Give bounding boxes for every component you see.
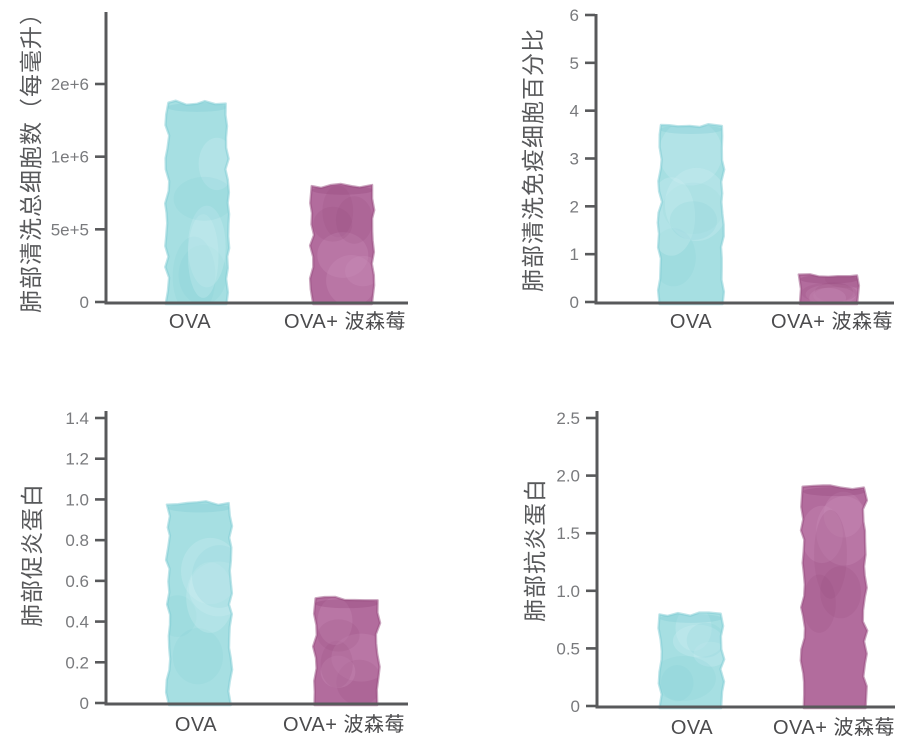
bar-ova-watercolor-texture [658,612,725,702]
y-tick-label: 1 [570,245,579,264]
y-tick-label: 0.5 [556,639,580,658]
bar-ova [165,100,230,304]
bar-ova-boysenberry-watercolor-texture [800,487,868,633]
y-tick-label: 0 [570,293,579,312]
y-tick-label: 0 [80,293,89,312]
y-tick-label: 0.2 [65,653,89,672]
bar-ova-boysenberry [310,184,375,304]
y-tick-label: 0 [571,697,580,716]
y-tick-label: 6 [570,6,579,25]
x-category-label: OVA [670,311,712,333]
x-category-label: OVA+ 波森莓 [771,310,893,333]
y-tick-label: 0.4 [65,613,89,632]
x-category-label: OVA+ 波森莓 [283,713,405,736]
y-tick-label: 0 [80,694,89,713]
y-tick-label: 4 [570,102,579,121]
x-category-label: OVA+ 波森莓 [773,716,895,739]
x-category-label: OVA [671,717,713,739]
y-tick-label: 1.0 [556,582,580,601]
y-tick-label: 1.5 [556,524,580,543]
y-tick-label: 0.8 [65,531,89,550]
chart-cell-proinflammatory-protein: 肺部促炎蛋白 0 0.2 0.4 0.6 0.8 1.0 1.2 1.4 OVA OVA+ 波森莓 [0,370,450,740]
bar-chart-antiinflammatory-protein: 0 0.5 1.0 1.5 2.0 2.5 OVA OVA+ 波森莓 [556,409,895,739]
bar-chart-proinflammatory-protein: 0 0.2 0.4 0.6 0.8 1.0 1.2 1.4 OVA OVA+ 波森莓 [65,409,408,736]
y-tick-label: 3 [570,150,579,169]
bar-chart-total-cells: 0 5e+5 1e+6 2e+6 OVA OVA+ 波森莓 [51,12,408,333]
x-category-label: OVA [169,311,211,333]
bar-ova-watercolor-texture [167,102,230,304]
y-tick-label: 1.0 [65,490,89,509]
bar-ova-boysenberry [800,485,868,708]
y-tick-label: 1.2 [65,450,89,469]
x-category-label: OVA+ 波森莓 [284,310,406,333]
chart-cell-immune-cell-percent: 肺部清洗免疫细胞百分比 0 1 2 3 4 5 6 OVA OVA+ 波森莓 [450,0,900,370]
bar-ova-boysenberry-watercolor-texture [312,185,375,304]
y-tick-label: 2 [570,197,579,216]
y-tick-label: 2.0 [556,467,580,486]
bar-ova-boysenberry [798,274,859,304]
y-tick-label: 2e+6 [51,75,89,94]
y-tick-label: 5 [570,54,579,73]
bar-ova-boysenberry-watercolor-texture [315,597,381,705]
bar-ova [658,612,725,708]
bar-ova-watercolor-texture [166,503,233,685]
bar-ova [166,501,233,705]
chart-cell-total-cells: 肺部清洗总细胞数（每毫升） 0 5e+5 1e+6 2e+6 OVA OVA+ 波森莓 [0,0,450,370]
y-tick-label: 5e+5 [51,220,89,239]
y-tick-label: 0.6 [65,572,89,591]
y-tick-label: 1e+6 [51,148,89,167]
bar-ova-boysenberry [313,597,381,705]
y-tick-label: 1.4 [65,409,89,428]
y-tick-label: 2.5 [556,409,580,428]
x-category-label: OVA [175,714,217,736]
chart-cell-antiinflammatory-protein: 肺部抗炎蛋白 0 0.5 1.0 1.5 2.0 2.5 OVA OVA+ 波森莓 [450,370,900,740]
bar-chart-immune-cell-percent: 0 1 2 3 4 5 6 OVA OVA+ 波森莓 [570,6,894,333]
bar-ova [657,124,725,304]
